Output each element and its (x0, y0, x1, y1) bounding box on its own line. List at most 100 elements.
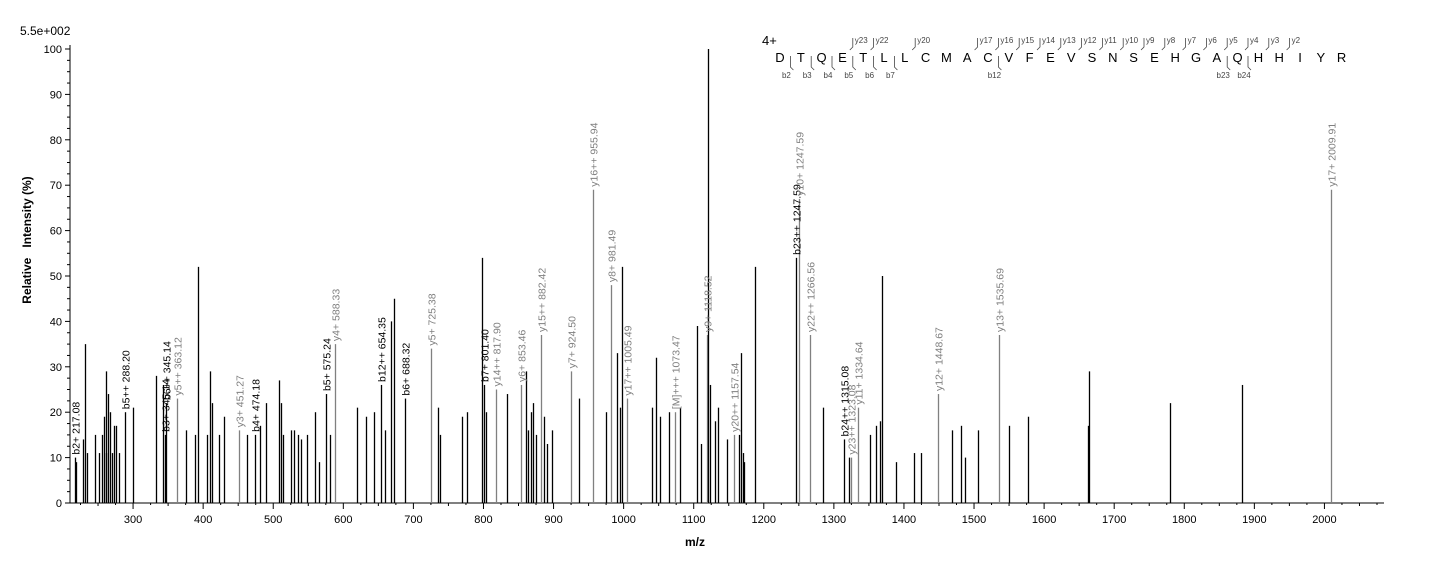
peak-label: y13+ 1535.69 (995, 268, 1007, 332)
x-tick-label: 1700 (1102, 514, 1126, 526)
y-ion-label: y10 (1125, 36, 1138, 45)
b-ion-bracket (998, 56, 1002, 71)
y-ion-bracket (1286, 38, 1290, 51)
y-ion-label: y13 (1063, 36, 1076, 45)
x-tick-label: 1300 (822, 514, 846, 526)
y-ion-bracket (1099, 38, 1103, 51)
y-tick-label: 30 (50, 362, 62, 374)
x-axis-title: m/z (685, 535, 705, 549)
y-ion-bracket (1140, 38, 1145, 51)
b-ion-label: b24 (1237, 71, 1251, 80)
x-tick-label: 1800 (1172, 514, 1196, 526)
y-ion-bracket (1265, 38, 1270, 51)
y-ion-bracket (911, 38, 916, 51)
residue: A (1212, 50, 1221, 65)
y-ion-label: y12 (1084, 36, 1097, 45)
x-tick-label: 900 (544, 514, 562, 526)
peak-label: y15++ 882.42 (537, 268, 549, 332)
residue: A (963, 50, 972, 65)
b-ion-label: b4 (824, 71, 833, 80)
peak-label: y3+ 451.27 (235, 375, 247, 427)
peak-label: y22++ 1266.56 (806, 262, 818, 332)
y-ion-bracket (1203, 38, 1207, 51)
y-ion-label: y2 (1292, 36, 1301, 45)
peak-label: b4+ 474.18 (251, 379, 263, 432)
x-tick-label: 2000 (1312, 514, 1336, 526)
peak-label: y17++ 1005.49 (623, 325, 635, 395)
y-ion-label: y7 (1188, 36, 1197, 45)
y-ion-bracket (1057, 38, 1062, 51)
residue: N (1108, 50, 1117, 65)
x-tick-label: 1600 (1032, 514, 1056, 526)
y-ion-bracket (870, 38, 874, 51)
y-ion-label: y22 (876, 36, 889, 45)
peak-label: y14++ 817.90 (492, 322, 504, 386)
y-ion-bracket (974, 38, 978, 51)
residue: S (1088, 50, 1097, 65)
y-ion-label: y8 (1167, 36, 1176, 45)
y-ion-label: y15 (1021, 36, 1034, 45)
peak-label: y23++ 1323.08 (847, 384, 859, 454)
x-tick-label: 700 (404, 514, 422, 526)
residue: F (1026, 50, 1034, 65)
y-ion-bracket (1015, 38, 1020, 51)
y-ion-bracket (1182, 38, 1186, 51)
peak-label: y12+ 1448.67 (934, 327, 946, 391)
charge-label: 4+ (762, 33, 777, 48)
y-ion-bracket (1078, 38, 1082, 51)
peak-label: b12++ 654.35 (377, 317, 389, 382)
peak-label: y20++ 1157.54 (730, 362, 742, 431)
y-tick-label: 60 (50, 226, 62, 238)
y-ion-label: y17 (980, 36, 993, 45)
peak-label: y4+ 588.33 (331, 289, 343, 341)
residue: C (983, 50, 992, 65)
peak-label: b24++ 1315.08 (840, 366, 852, 437)
y-ion-label: y6 (1208, 36, 1217, 45)
y-ion-bracket (1119, 38, 1124, 51)
residue: G (1191, 50, 1201, 65)
peak-bars (74, 49, 1333, 503)
residue: I (1298, 50, 1302, 65)
peak-label: y7+ 924.50 (567, 316, 579, 368)
b-ion-bracket (1226, 56, 1231, 71)
residue: E (1046, 50, 1055, 65)
y-ion-label: y14 (1042, 36, 1055, 45)
residue: C (921, 50, 930, 65)
y-tick-label: 80 (50, 135, 62, 147)
peak-label: b6++ 345.14 (162, 341, 174, 400)
peak-label: y10+ 1247.59 (795, 132, 807, 196)
y-tick-label: 40 (50, 316, 62, 328)
residue: H (1254, 50, 1263, 65)
y-ion-label: y20 (917, 36, 930, 45)
x-tick-label: 1400 (892, 514, 916, 526)
y-ion-label: y9 (1146, 36, 1155, 45)
peak-label: y5++ 363.12 (173, 337, 185, 396)
peak-label: y17+ 2009.91 (1327, 123, 1339, 187)
y-ion-bracket (1161, 38, 1166, 51)
peak-label: y5+ 725.38 (427, 293, 439, 345)
y-tick-label: 10 (50, 453, 62, 465)
y-ion-bracket (1036, 38, 1041, 51)
y-ion-label: y3 (1271, 36, 1280, 45)
residue: V (1004, 50, 1013, 65)
residue: H (1171, 50, 1180, 65)
peak-label: y6+ 853.46 (517, 330, 529, 382)
x-tick-label: 400 (194, 514, 212, 526)
residue: Q (1233, 50, 1243, 65)
x-tick-label: 1000 (611, 514, 635, 526)
peak-label: b6+ 688.32 (401, 343, 413, 396)
residue: R (1337, 50, 1346, 65)
b-ion-bracket (894, 56, 898, 71)
peak-label: b23++ 1247.59 (792, 184, 804, 255)
y-ion-bracket (849, 38, 854, 51)
b-ion-label: b7 (886, 71, 895, 80)
y-ion-label: y11 (1104, 36, 1117, 45)
residue: D (775, 50, 784, 65)
residue: Q (817, 50, 827, 65)
residue: V (1067, 50, 1076, 65)
y-ion-label: y5 (1229, 36, 1238, 45)
x-tick-label: 1500 (962, 514, 986, 526)
x-tick-label: 1200 (752, 514, 776, 526)
y-tick-label: 0 (56, 498, 62, 510)
peak-label: b5++ 288.20 (121, 350, 133, 409)
